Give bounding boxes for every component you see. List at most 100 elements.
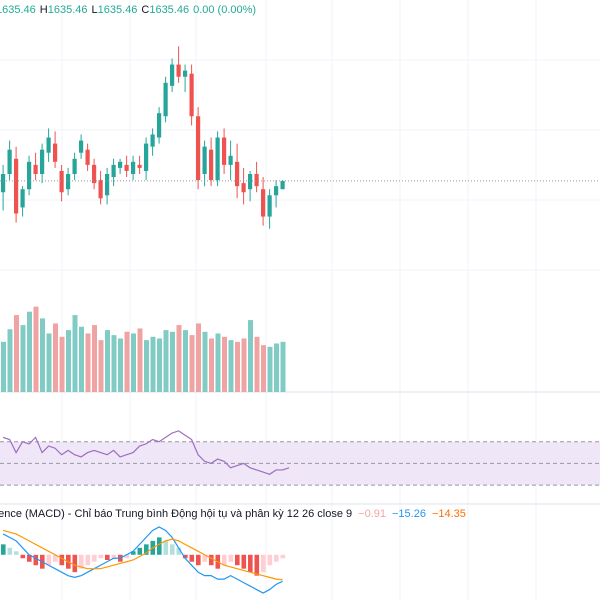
macd-histogram-bar <box>124 554 130 559</box>
volume-bar <box>66 330 71 392</box>
macd-histogram-bar <box>176 547 182 555</box>
macd-histogram-bar <box>254 554 260 576</box>
candle-body <box>163 82 168 117</box>
candle-body <box>170 64 175 86</box>
ohlc-close-value: 1635.46 <box>149 4 190 16</box>
candle-body <box>124 164 129 171</box>
candle-body <box>196 116 201 181</box>
ohlc-change: 0.00 (0.00%) <box>193 4 257 16</box>
candle-body <box>261 189 266 217</box>
volume-bar <box>235 341 240 392</box>
volume-bar <box>137 328 143 392</box>
volume-bar <box>46 333 52 392</box>
volume-bar <box>183 330 188 392</box>
macd-signal-line <box>2 529 283 581</box>
candle-body <box>59 170 64 193</box>
macd-histogram-bar <box>7 547 13 555</box>
macd-histogram-bar <box>280 554 286 559</box>
macd-histogram-bar <box>163 540 169 555</box>
macd-histogram-bar <box>33 554 39 566</box>
candle-body <box>274 186 279 196</box>
candle-body <box>98 180 103 199</box>
ohlc-open-value: 1635.46 <box>0 4 36 16</box>
macd-histogram-bar <box>92 554 97 562</box>
volume-bar <box>150 336 156 392</box>
macd-histogram-bar <box>46 554 52 566</box>
volume-bar <box>267 346 273 392</box>
candle-body <box>53 143 58 162</box>
volume-bar <box>118 338 123 392</box>
macd-histogram-bar <box>241 554 247 569</box>
candle-body <box>144 143 149 171</box>
candle-body <box>228 155 233 165</box>
macd-histogram-value: −0.91 <box>358 508 386 520</box>
candle-body <box>254 174 259 187</box>
volume-bar <box>53 323 58 392</box>
ohlc-high-label: H <box>39 4 48 16</box>
ohlc-low-value: 1635.46 <box>97 4 138 16</box>
macd-line-value: −15.26 <box>392 508 426 520</box>
volume-bar <box>14 315 19 392</box>
candle-body <box>131 161 136 174</box>
volume-bar <box>79 326 84 392</box>
ohlc-low-label: L <box>91 4 98 16</box>
macd-histogram-bar <box>53 554 58 562</box>
volume-bar <box>163 330 169 392</box>
candle-body <box>241 183 246 193</box>
macd-histogram-bar <box>27 554 32 562</box>
macd-histogram-bar <box>137 547 143 555</box>
candle-body <box>27 161 32 190</box>
macd-histogram-bar <box>157 537 162 555</box>
rsi-band <box>0 441 600 486</box>
volume-bar <box>124 331 130 392</box>
macd-histogram-bar <box>59 554 65 566</box>
volume-bar <box>7 329 13 392</box>
macd-title: gence (MACD) - Chỉ báo Trung bình Động h… <box>0 508 353 520</box>
volume-bar <box>228 340 234 392</box>
volume-bar <box>59 336 65 392</box>
macd-histogram-bar <box>202 554 208 562</box>
candle-body <box>66 174 71 190</box>
volume-bar <box>280 341 286 392</box>
volume-bar <box>274 343 279 392</box>
macd-histogram-bar <box>85 554 91 566</box>
candle-body <box>137 164 142 168</box>
macd-histogram-bar <box>235 554 240 566</box>
candle-body <box>92 164 97 184</box>
volume-bar <box>209 338 214 392</box>
candle-body <box>40 149 45 174</box>
candle-body <box>20 189 25 208</box>
volume-bar <box>170 331 175 392</box>
volume-bar <box>196 323 201 392</box>
candle-body <box>72 158 77 174</box>
volume-bar <box>202 331 208 392</box>
candle-body <box>7 149 12 174</box>
macd-histogram-bar <box>98 554 104 559</box>
macd-histogram-bar <box>183 554 188 559</box>
candle-body <box>14 158 19 214</box>
candle-body <box>215 137 220 181</box>
volume-bar <box>111 335 117 392</box>
candle-body <box>222 137 227 165</box>
macd-histogram-bar <box>1 544 6 555</box>
macd-legend[interactable]: gence (MACD) - Chỉ báo Trung bình Động h… <box>0 508 466 520</box>
candle-body <box>111 164 116 178</box>
candle-body <box>202 146 207 174</box>
ohlc-high-value: 1635.46 <box>47 4 88 16</box>
macd-histogram-bar <box>209 554 214 566</box>
candle-body <box>79 140 84 153</box>
macd-histogram-bar <box>274 554 279 562</box>
candle-body <box>33 164 38 174</box>
ohlc-close-label: C <box>141 4 150 16</box>
candle-body <box>105 174 110 196</box>
candle-body <box>1 174 6 193</box>
candle-body <box>209 149 214 181</box>
macd-signal-value: −14.35 <box>431 508 466 520</box>
ohlc-legend: 1635.46 H1635.46 L1635.46 C1635.46 0.00 … <box>0 4 256 16</box>
volume-bar <box>144 340 149 392</box>
volume-bar <box>33 306 39 392</box>
volume-bar <box>27 311 32 392</box>
candle-body <box>267 195 272 217</box>
